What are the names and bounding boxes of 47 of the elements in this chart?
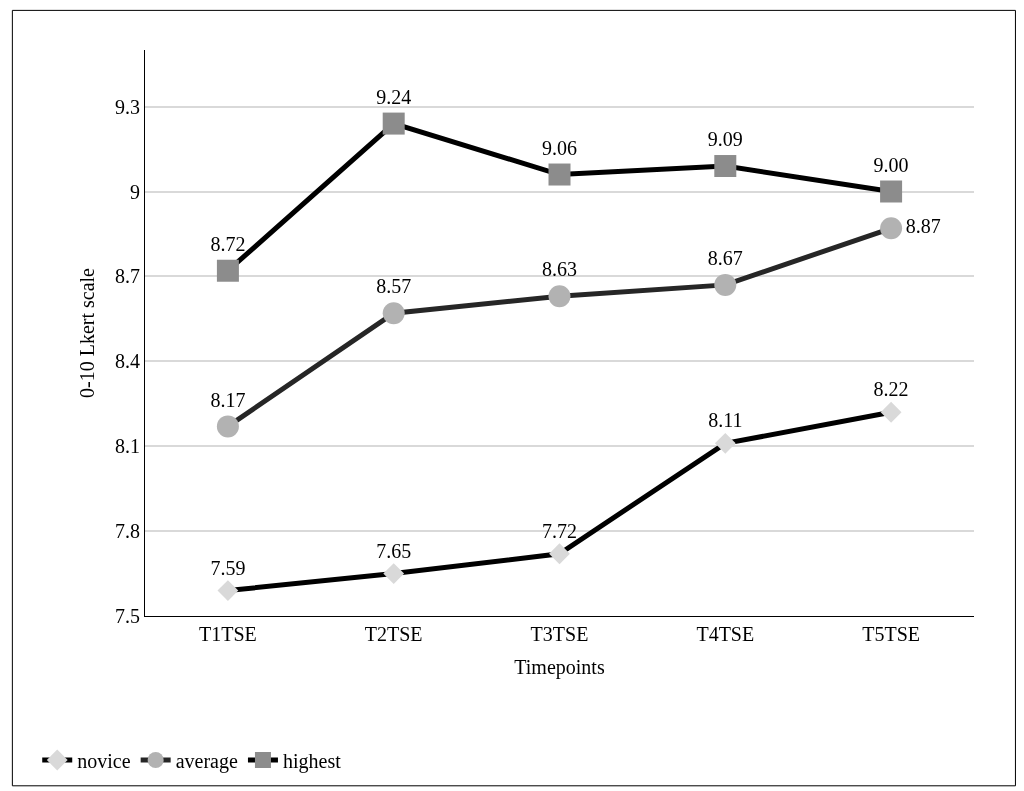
data-label: 8.57	[376, 275, 412, 298]
data-label: 8.87	[905, 215, 941, 238]
y-tick-label: 7.5	[115, 605, 140, 627]
point	[548, 163, 571, 186]
x-tick-label: T4TSE	[696, 623, 755, 645]
y-tick-label: 9	[130, 180, 140, 203]
legend-label: average	[175, 749, 238, 773]
y-axis-title: 0-10 Lkert scale	[75, 267, 98, 398]
point	[714, 273, 737, 296]
point	[880, 401, 902, 423]
data-label: 8.63	[542, 258, 577, 281]
y-tick-label: 9.3	[115, 95, 140, 118]
data-label: 8.17	[210, 388, 246, 411]
y-tick-label: 8.4	[115, 350, 140, 373]
data-label: 8.22	[873, 378, 909, 401]
data-label: 8.11	[708, 409, 743, 432]
point	[216, 259, 239, 282]
data-label: 7.72	[542, 519, 577, 542]
point	[880, 217, 903, 240]
point	[216, 415, 239, 438]
x-tick-label: T2TSE	[364, 623, 423, 645]
point	[714, 432, 736, 454]
point	[548, 285, 571, 308]
data-label: 9.09	[707, 128, 743, 151]
point	[217, 580, 239, 601]
legend-label: highest	[282, 749, 342, 773]
x-axis-title: Timepoints	[514, 655, 605, 679]
point	[382, 112, 405, 135]
y-tick-label: 8.7	[115, 265, 140, 288]
legend-label: novice	[77, 749, 131, 772]
y-tick-label: 7.8	[115, 520, 140, 543]
data-label: 8.72	[210, 232, 246, 255]
data-label: 9.00	[873, 153, 909, 176]
data-label: 8.67	[707, 247, 743, 270]
x-tick-label: T5TSE	[862, 623, 920, 645]
data-label: 7.59	[210, 556, 246, 579]
x-tick-label: T3TSE	[530, 623, 589, 645]
data-label: 7.65	[376, 539, 412, 562]
point	[880, 180, 903, 203]
point	[549, 543, 570, 565]
y-tick-label: 8.1	[115, 435, 140, 458]
point	[714, 155, 737, 178]
point	[382, 302, 405, 325]
data-label: 9.24	[376, 85, 412, 108]
x-tick-label: T1TSE	[199, 623, 257, 645]
point	[383, 563, 405, 584]
data-label: 9.06	[542, 136, 577, 159]
